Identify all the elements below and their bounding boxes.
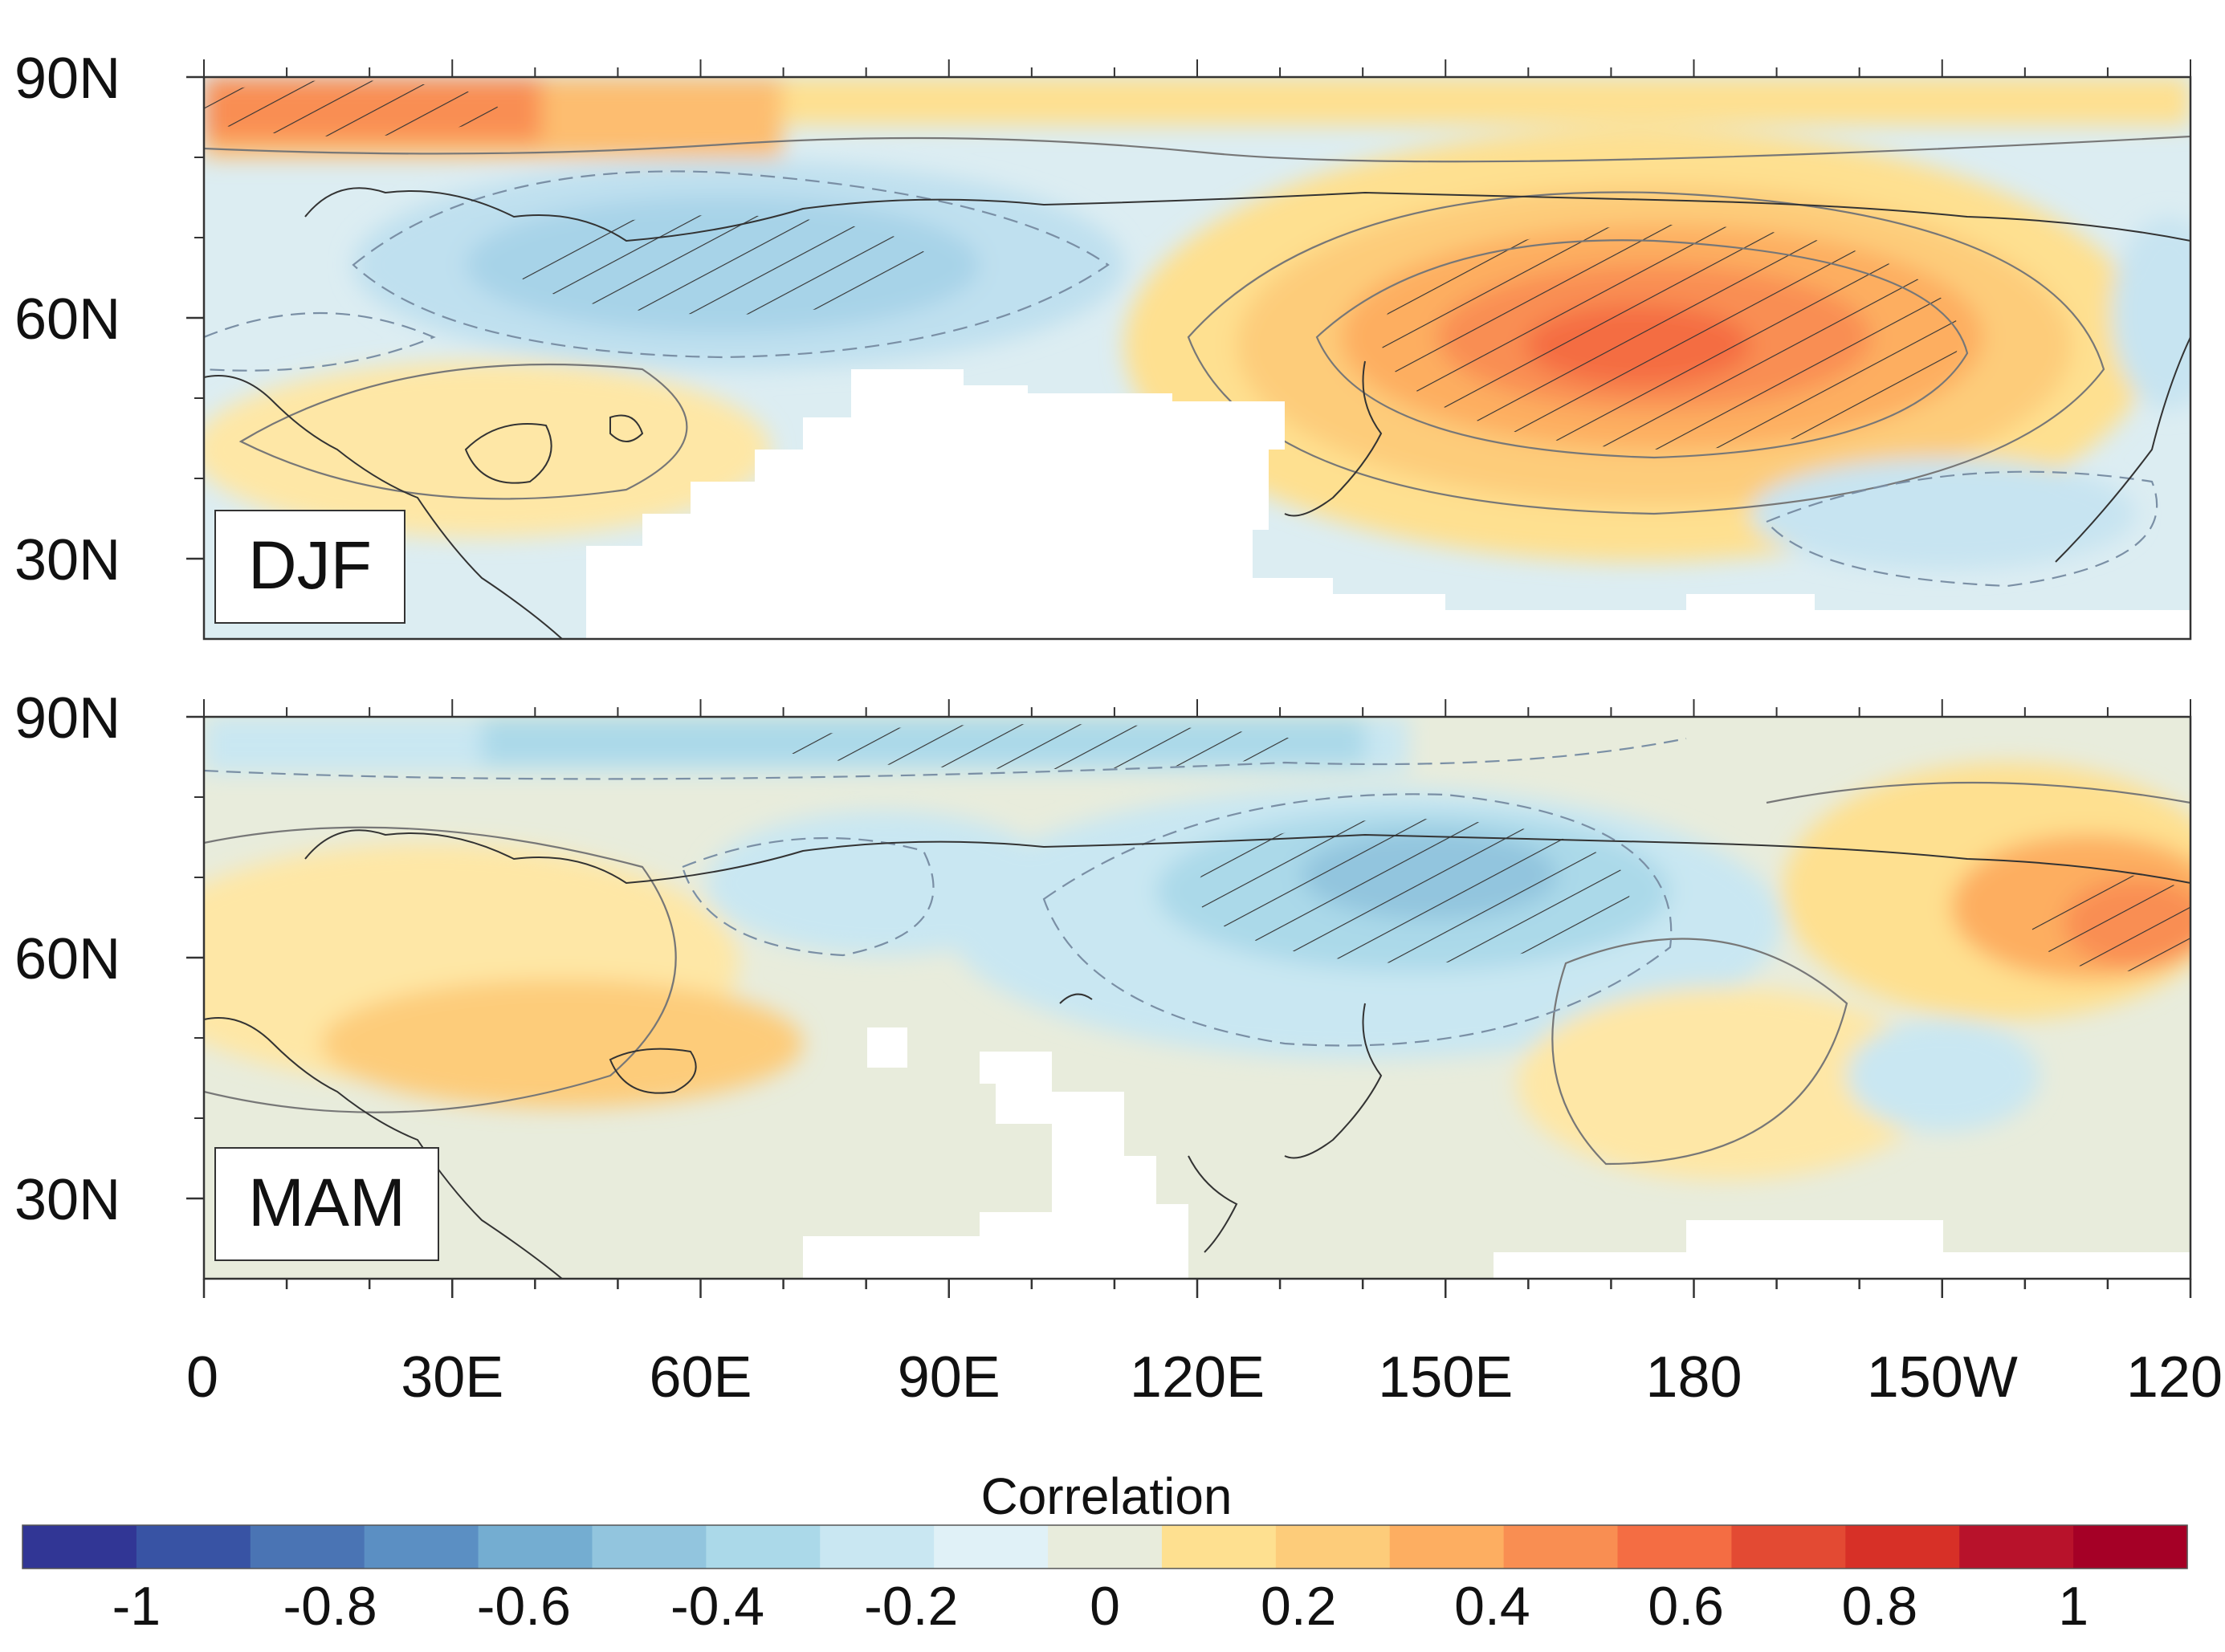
season-label-mam: MAM bbox=[248, 1165, 405, 1240]
colorbar-swatch bbox=[136, 1525, 251, 1569]
colorbar-swatch bbox=[820, 1525, 935, 1569]
colorbar-tick-label: 0.8 bbox=[1842, 1576, 1918, 1637]
colorbar-swatch bbox=[1503, 1525, 1619, 1569]
season-label-box-mam bbox=[214, 1147, 439, 1261]
lat-tick-label: 90N bbox=[14, 686, 120, 751]
colorbar-swatch bbox=[1845, 1525, 1960, 1569]
mam-coastlines bbox=[204, 829, 2190, 1279]
colorbar-tick-label: -1 bbox=[112, 1576, 161, 1637]
colorbar-tick-label: -0.6 bbox=[477, 1576, 571, 1637]
colorbar-tick-label: -0.8 bbox=[283, 1576, 377, 1637]
colorbar-swatch bbox=[1731, 1525, 1846, 1569]
colorbar-swatch bbox=[1161, 1525, 1277, 1569]
longitude-axis: 0 30E 60E 90E 120E 150E 180 150W 120 bbox=[186, 1279, 2223, 1410]
lon-tick-label: 90E bbox=[898, 1345, 1000, 1410]
lat-tick-label: 30N bbox=[14, 528, 120, 592]
colorbar-swatch bbox=[1389, 1525, 1505, 1569]
lat-tick-label: 30N bbox=[14, 1168, 120, 1232]
lon-tick-label: 60E bbox=[649, 1345, 752, 1410]
colorbar-swatch bbox=[478, 1525, 593, 1569]
colorbar-tick-label: -0.4 bbox=[670, 1576, 764, 1637]
colorbar-tick-label: 1 bbox=[2058, 1576, 2088, 1637]
djf-field bbox=[204, 77, 2190, 639]
lon-tick-label: 0 bbox=[186, 1345, 218, 1410]
season-label-djf: DJF bbox=[248, 527, 372, 603]
colorbar-tick-label: 0.6 bbox=[1648, 1576, 1724, 1637]
colorbar-swatch bbox=[1959, 1525, 2074, 1569]
lat-tick-label: 60N bbox=[14, 287, 120, 352]
colorbar-swatch bbox=[1275, 1525, 1391, 1569]
season-label-box-djf bbox=[214, 510, 405, 624]
lon-tick-label: 120E bbox=[1130, 1345, 1265, 1410]
colorbar-swatch bbox=[2073, 1525, 2188, 1569]
colorbar-swatch bbox=[22, 1525, 137, 1569]
mam-field bbox=[204, 717, 2190, 1279]
lat-tick-label: 90N bbox=[14, 47, 120, 111]
mam-hatch-alaska bbox=[2031, 875, 2190, 971]
lon-tick-label: 120 bbox=[2126, 1345, 2223, 1410]
colorbar-tick-label: -0.2 bbox=[864, 1576, 958, 1637]
colorbar-swatch bbox=[934, 1525, 1049, 1569]
colorbar-tick-label: 0 bbox=[1090, 1576, 1120, 1637]
djf-hatch-arctic bbox=[204, 80, 498, 136]
lon-tick-label: 180 bbox=[1645, 1345, 1742, 1410]
lat-tick-label: 60N bbox=[14, 927, 120, 991]
colorbar-swatch bbox=[250, 1525, 365, 1569]
colorbar-swatch bbox=[1617, 1525, 1733, 1569]
colorbar-swatch bbox=[706, 1525, 821, 1569]
colorbar-swatch bbox=[364, 1525, 479, 1569]
lon-tick-label: 150W bbox=[1867, 1345, 2018, 1410]
colorbar-swatch bbox=[1048, 1525, 1163, 1569]
colorbar-frame bbox=[22, 1524, 2188, 1569]
colorbar-tick-label: 0.2 bbox=[1261, 1576, 1337, 1637]
lon-tick-label: 30E bbox=[401, 1345, 503, 1410]
map-panel-djf: DJF 90N 60N 30N bbox=[14, 47, 2192, 641]
colorbar-title: Correlation bbox=[980, 1467, 1232, 1525]
map-panel-mam: MAM 90N 60N 30N bbox=[14, 686, 2192, 1280]
colorbar: -1 -0.8 -0.6 -0.4 -0.2 0 0.2 0.4 0.6 0.8 1 bbox=[22, 1524, 2188, 1637]
mam-hatch-siberia bbox=[1196, 819, 1630, 963]
colorbar-swatch bbox=[592, 1525, 707, 1569]
djf-hatch-pacific bbox=[1381, 225, 1959, 450]
colorbar-tick-label: 0.4 bbox=[1454, 1576, 1530, 1637]
djf-hatch-eurasia bbox=[514, 215, 931, 315]
lon-tick-label: 150E bbox=[1378, 1345, 1513, 1410]
mam-hatch-arctic bbox=[779, 724, 1309, 769]
